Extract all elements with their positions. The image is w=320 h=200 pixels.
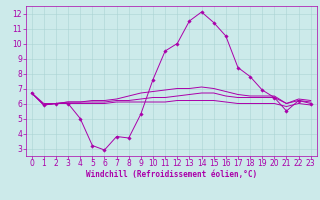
X-axis label: Windchill (Refroidissement éolien,°C): Windchill (Refroidissement éolien,°C)	[86, 170, 257, 179]
